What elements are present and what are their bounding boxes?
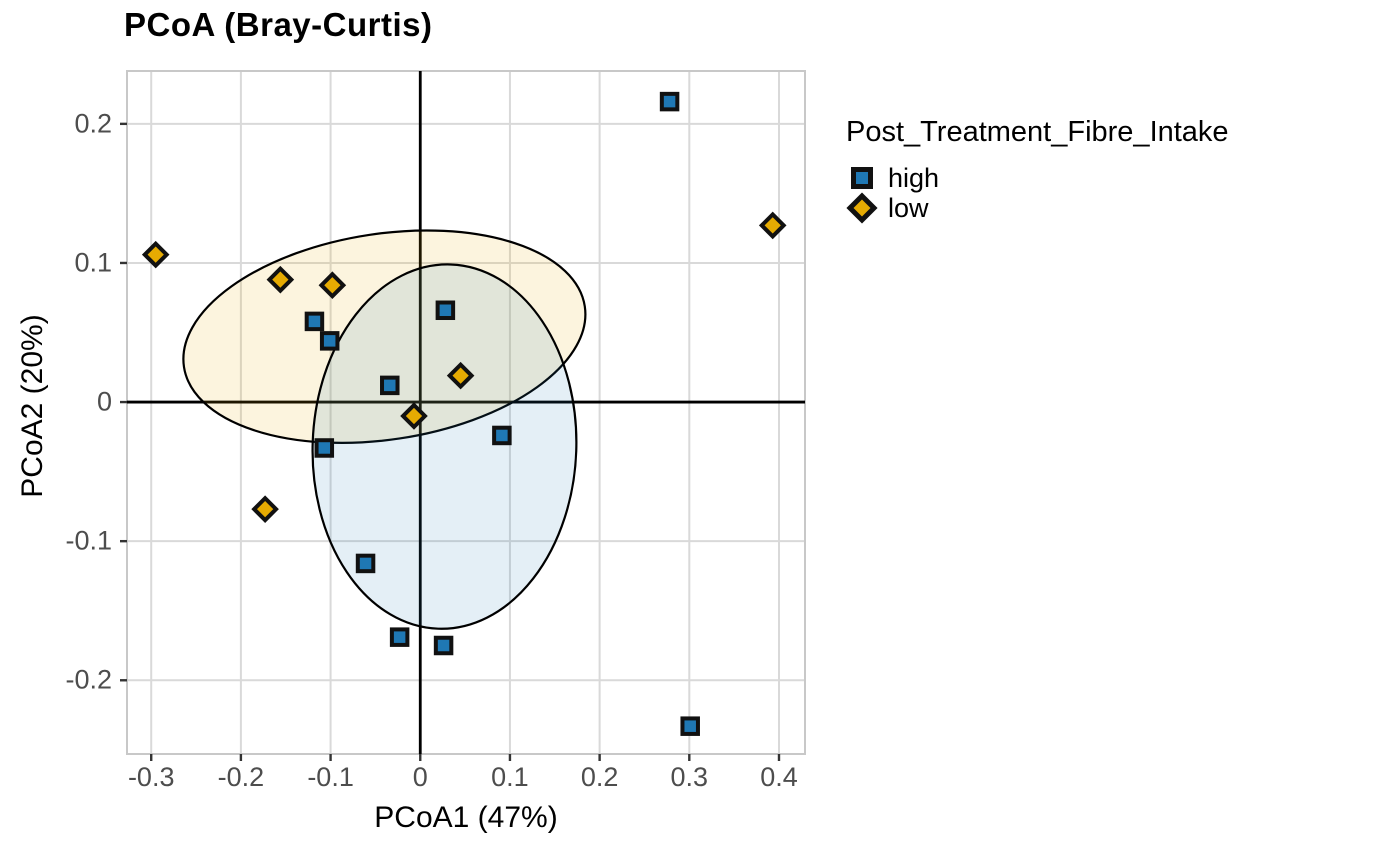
y-tick-label: 0.1 [74, 247, 112, 278]
x-tick-label: -0.1 [307, 762, 354, 792]
data-point-high [314, 438, 335, 458]
data-point-low [400, 402, 428, 430]
x-tick-label: 0.4 [760, 762, 798, 792]
data-point-low [266, 265, 295, 294]
data-point-low [758, 211, 787, 240]
x-axis-title: PCoA1 (47%) [374, 801, 558, 834]
y-tick-label: 0 [96, 386, 112, 417]
x-tick-label: -0.3 [127, 762, 175, 792]
data-point-high [659, 91, 680, 112]
data-point-high [389, 627, 410, 647]
legend-item-high: high [846, 163, 1229, 193]
x-tick-label: -0.2 [217, 762, 265, 792]
panel-border [126, 70, 806, 755]
data-point-low [318, 271, 347, 300]
legend-items: high low [846, 163, 1229, 224]
data-point-low [446, 361, 475, 390]
data-point-low [141, 240, 170, 269]
x-tick-label: 0.3 [670, 762, 709, 792]
data-point-high [435, 300, 456, 321]
data-point-high [433, 635, 454, 656]
square-marker-icon [846, 163, 878, 193]
legend-item-low: low [846, 192, 1229, 224]
legend-title: Post_Treatment_Fibre_Intake [846, 116, 1229, 148]
y-axis-title: PCoA2 (20%) [16, 314, 49, 498]
data-point-high [319, 331, 340, 351]
y-tick-label: -0.1 [65, 525, 112, 556]
y-tick-label: -0.2 [65, 664, 112, 695]
data-point-high [355, 553, 376, 574]
confidence-ellipse-high [311, 263, 578, 630]
legend-label: low [888, 193, 929, 223]
diamond-marker-icon [846, 192, 878, 224]
data-point-high [680, 716, 700, 736]
x-tick-label: 0 [412, 762, 428, 792]
legend: Post_Treatment_Fibre_Intake high low [846, 116, 1229, 224]
data-point-high [304, 311, 325, 332]
legend-label: high [888, 163, 940, 193]
data-point-high [492, 425, 512, 446]
x-tick-label: 0.1 [491, 762, 529, 792]
y-tick-label: 0.2 [74, 108, 112, 139]
chart-title: PCoA (Bray-Curtis) [124, 6, 433, 43]
data-point-high [380, 375, 400, 396]
data-point-low [251, 495, 279, 523]
x-tick-label: 0.2 [580, 762, 619, 792]
